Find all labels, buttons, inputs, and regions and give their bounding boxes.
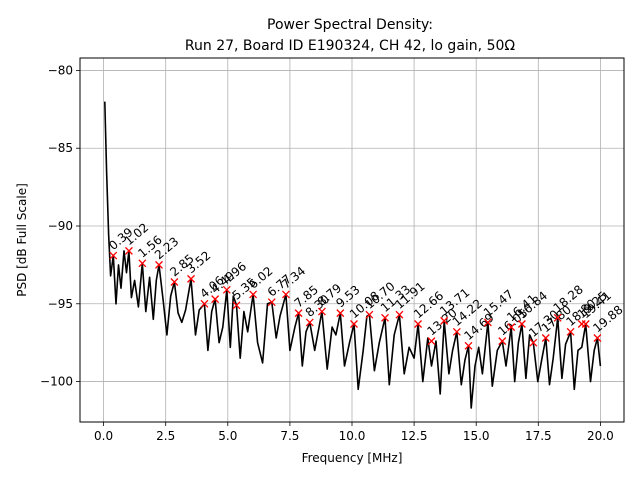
peak-marker bbox=[553, 313, 562, 322]
peak-marker bbox=[155, 260, 163, 269]
peak-marker-stroke bbox=[427, 337, 436, 346]
peak-marker bbox=[498, 337, 507, 346]
grid-lines bbox=[80, 58, 624, 422]
peak-marker bbox=[124, 246, 133, 255]
peak-marker-stroke bbox=[483, 318, 492, 327]
peak-marker bbox=[483, 318, 492, 327]
peak-marker bbox=[593, 334, 602, 342]
peak-marker-stroke bbox=[222, 285, 231, 294]
x-tick-label: 5.0 bbox=[218, 429, 237, 443]
peak-marker-stroke bbox=[553, 313, 562, 322]
x-tick-label: 0.0 bbox=[94, 429, 113, 443]
y-tick-label: −90 bbox=[48, 219, 73, 233]
peak-marker-stroke bbox=[581, 320, 590, 328]
peak-marker-stroke bbox=[336, 309, 345, 318]
x-tick-label: 10.0 bbox=[339, 429, 366, 443]
peak-marker-stroke bbox=[281, 290, 290, 299]
y-tick-label: −85 bbox=[48, 141, 73, 155]
peak-marker bbox=[365, 310, 374, 319]
peak-marker bbox=[305, 318, 314, 327]
peak-marker-stroke bbox=[507, 323, 516, 332]
x-axis-label: Frequency [MHz] bbox=[302, 451, 403, 465]
peak-marker bbox=[187, 274, 195, 283]
peak-marker bbox=[381, 313, 389, 322]
y-axis-label: PSD [dB Full Scale] bbox=[15, 183, 29, 297]
peak-marker-stroke bbox=[440, 316, 449, 325]
peak-marker bbox=[464, 341, 473, 350]
peak-marker-stroke bbox=[305, 318, 314, 327]
peak-marker bbox=[281, 290, 290, 299]
peak-marker bbox=[317, 307, 326, 316]
peak-marker-stroke bbox=[498, 337, 507, 346]
peak-marker bbox=[211, 295, 220, 304]
x-tick-label: 17.5 bbox=[525, 429, 552, 443]
peak-marker bbox=[170, 278, 179, 286]
peak-marker-stroke bbox=[593, 334, 602, 342]
peak-marker-stroke bbox=[187, 274, 195, 283]
peak-marker bbox=[541, 334, 550, 342]
peak-marker-stroke bbox=[317, 307, 326, 316]
peak-marker bbox=[294, 309, 303, 318]
x-tick-label: 20.0 bbox=[587, 429, 614, 443]
peak-marker-stroke bbox=[529, 338, 538, 347]
peak-marker-stroke bbox=[109, 251, 118, 260]
peak-marker-stroke bbox=[452, 327, 461, 336]
peak-marker-stroke bbox=[267, 298, 276, 307]
peak-marker-stroke bbox=[124, 246, 133, 255]
peak-marker-stroke bbox=[414, 320, 423, 328]
peak-marker bbox=[414, 320, 423, 328]
peak-marker bbox=[395, 310, 404, 319]
peak-marker bbox=[267, 298, 276, 307]
y-tick-label: −100 bbox=[40, 375, 73, 389]
peak-marker bbox=[507, 323, 516, 332]
peak-marker-stroke bbox=[395, 310, 404, 319]
peak-marker-stroke bbox=[294, 309, 303, 318]
peak-marker-stroke bbox=[350, 320, 358, 328]
peak-marker-stroke bbox=[249, 290, 258, 299]
peak-marker-stroke bbox=[365, 310, 374, 319]
peak-marker bbox=[222, 285, 231, 294]
peak-marker-stroke bbox=[155, 260, 163, 269]
peak-marker bbox=[427, 337, 436, 346]
peak-marker bbox=[200, 299, 209, 308]
peak-marker bbox=[566, 327, 575, 336]
peak-marker bbox=[452, 327, 461, 336]
peak-marker-stroke bbox=[541, 334, 550, 342]
peak-marker bbox=[517, 320, 526, 328]
x-tick-label: 15.0 bbox=[463, 429, 490, 443]
peak-marker-stroke bbox=[464, 341, 473, 350]
peak-marker-stroke bbox=[517, 320, 526, 328]
peak-marker-stroke bbox=[232, 301, 241, 310]
y-tick-label: −95 bbox=[48, 297, 73, 311]
peak-marker-stroke bbox=[170, 278, 179, 286]
peak-marker bbox=[350, 320, 358, 328]
peak-marker bbox=[440, 316, 449, 325]
peak-marker-stroke bbox=[381, 313, 389, 322]
chart-subtitle: Run 27, Board ID E190324, CH 42, lo gain… bbox=[185, 38, 515, 54]
peak-marker bbox=[232, 301, 241, 310]
peak-marker bbox=[581, 320, 590, 328]
peak-marker-stroke bbox=[138, 259, 147, 268]
peak-marker bbox=[336, 309, 345, 318]
peak-marker-stroke bbox=[211, 295, 220, 304]
x-tick-label: 2.5 bbox=[156, 429, 175, 443]
peak-marker-stroke bbox=[566, 327, 575, 336]
chart-title: Power Spectral Density: bbox=[267, 17, 433, 33]
x-tick-label: 7.5 bbox=[280, 429, 299, 443]
peak-marker bbox=[138, 259, 147, 268]
y-tick-label: −80 bbox=[48, 63, 73, 77]
peak-marker bbox=[529, 338, 538, 347]
peak-marker bbox=[249, 290, 258, 299]
peak-marker bbox=[109, 251, 118, 260]
axis-ticks: 0.0 2.5 5.0 7.5 10.0 12.5 15.0 17.5 20.0 −80 −85 −9… bbox=[40, 63, 614, 443]
x-tick-label: 12.5 bbox=[401, 429, 428, 443]
peak-marker-stroke bbox=[200, 299, 209, 308]
